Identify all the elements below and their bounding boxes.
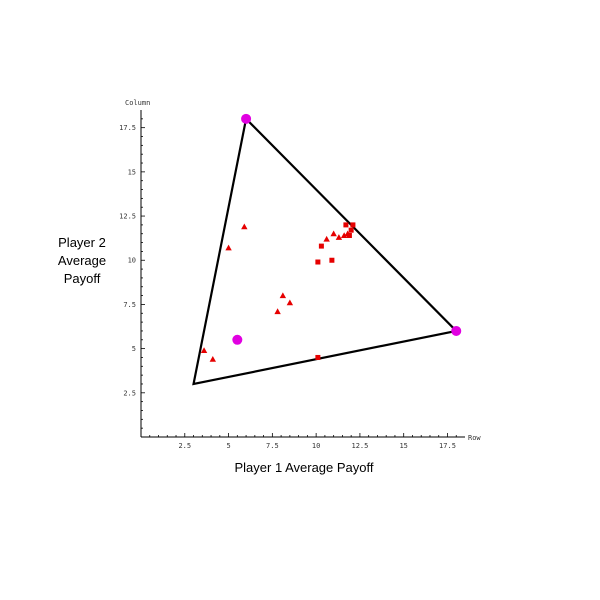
square-point — [329, 257, 335, 263]
vertex-point — [232, 334, 243, 345]
x-tick-label: 12.5 — [351, 442, 368, 450]
triangle-point — [241, 223, 248, 230]
triangle-point — [200, 347, 208, 353]
y-tick-label: 17.5 — [119, 124, 136, 132]
y-tick-label: 5 — [132, 345, 136, 353]
square-point — [346, 232, 352, 238]
x-tick-label: 2.5 — [178, 442, 191, 450]
square-point — [318, 243, 324, 249]
outer-y-label-line-3: Payoff — [64, 271, 101, 286]
y-axis-label: Column — [125, 99, 150, 107]
payoff-region-triangle — [192, 116, 459, 386]
x-tick-label: 17.5 — [439, 442, 456, 450]
outer-x-label: Player 1 Average Payoff — [234, 460, 373, 475]
y-tick-label: 2.5 — [123, 389, 136, 397]
data-points — [200, 113, 462, 362]
square-point — [343, 222, 349, 228]
triangle-point — [340, 232, 348, 239]
triangle-point — [279, 292, 287, 299]
triangle-point — [335, 234, 343, 240]
triangle-point — [274, 308, 281, 315]
triangle-point — [209, 356, 217, 362]
x-tick-label: 15 — [399, 442, 407, 450]
payoff-region — [192, 116, 459, 386]
x-tick-label: 10 — [312, 442, 320, 450]
triangle-point — [225, 244, 232, 251]
x-tick-label: 7.5 — [266, 442, 279, 450]
triangle-point — [330, 230, 337, 237]
outer-y-label-line-2: Average — [58, 253, 106, 268]
y-tick-label: 12.5 — [119, 213, 136, 221]
axes: 2.5 5 7.5 10 12.5 15 17.5 2.5 5 7.5 10 12.5 15 17.5 — [119, 110, 465, 450]
square-point — [315, 354, 321, 360]
y-tick-label: 10 — [128, 257, 136, 265]
vertex-point — [241, 113, 252, 124]
square-point — [315, 259, 321, 265]
triangle-point — [286, 299, 294, 306]
y-tick-label: 7.5 — [123, 301, 136, 309]
x-tick-label: 5 — [226, 442, 230, 450]
y-tick-label: 15 — [128, 168, 136, 176]
triangle-point — [323, 235, 330, 242]
square-point — [350, 222, 356, 228]
outer-y-label-line-1: Player 2 — [58, 235, 106, 250]
vertex-point — [451, 325, 462, 336]
axis-labels: Row Column Player 1 Average Payoff Playe… — [58, 99, 482, 475]
x-axis-label: Row — [468, 434, 481, 442]
square-point — [348, 227, 354, 233]
